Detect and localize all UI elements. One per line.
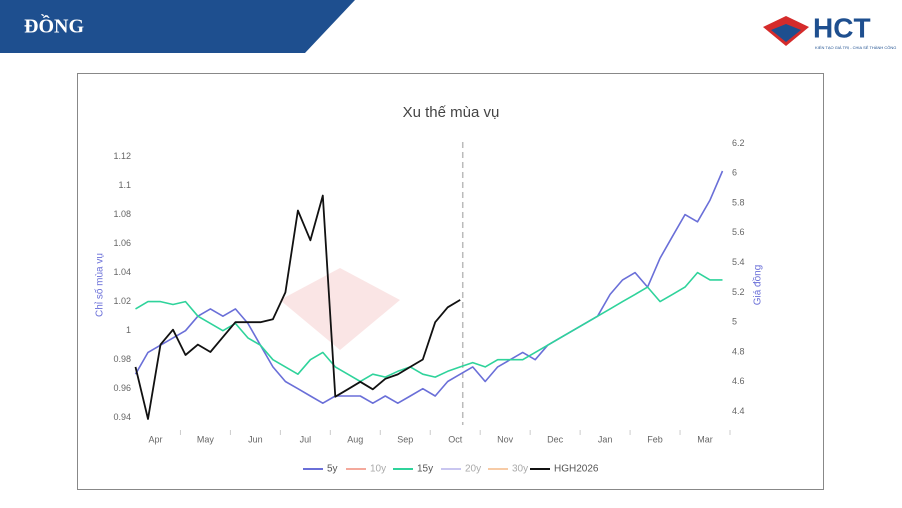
x-tick-label: Feb [647, 434, 663, 444]
y2-tick-label: 5.6 [732, 227, 745, 237]
y2-tick-label: 6.2 [732, 138, 745, 148]
x-tick-label: Aug [347, 434, 363, 444]
x-tick-label: Jan [598, 434, 613, 444]
series-line [134, 194, 461, 420]
y2-tick-label: 6 [732, 168, 737, 178]
x-tick-label: Jun [248, 434, 263, 444]
y-tick-label: 1.08 [113, 209, 131, 219]
x-tick-label: Apr [148, 434, 162, 444]
header-band [0, 0, 355, 53]
y-tick-label: 0.94 [113, 412, 131, 422]
x-tick-label: Nov [497, 434, 514, 444]
x-tick-label: Jul [300, 434, 312, 444]
y2-tick-label: 4.8 [732, 346, 745, 356]
x-tick-label: May [197, 434, 215, 444]
watermark [280, 268, 400, 350]
legend-label[interactable]: 10y [370, 464, 386, 475]
y2-tick-label: 5.8 [732, 197, 745, 207]
x-tick-label: Sep [397, 434, 413, 444]
y-tick-label: 0.96 [113, 383, 131, 393]
plot: 0.94 0.96 0.98 1 1.02 1.04 1.06 1.08 1.1 1.12 4.4 4… [113, 138, 744, 475]
x-tick-label: Mar [697, 434, 713, 444]
chart-title: Xu thế mùa vụ [403, 104, 500, 121]
chart-frame [77, 73, 824, 490]
y-axis-label: Chỉ số mùa vụ [94, 253, 106, 317]
y-tick-label: 0.98 [113, 354, 131, 364]
watermark-mark [280, 268, 400, 350]
y-tick-label: 1.1 [118, 180, 131, 190]
x-tick-label: Oct [448, 434, 463, 444]
legend-label[interactable]: 5y [327, 464, 338, 475]
y2-tick-label: 5 [732, 317, 737, 327]
x-tick-label: Dec [547, 434, 564, 444]
y-tick-label: 1.06 [113, 238, 131, 248]
logo: HCT KIẾN TẠO GIÁ TRỊ - CHIA SẺ THÀNH CÔN… [763, 12, 896, 50]
legend-label[interactable]: 20y [465, 464, 481, 475]
y2-tick-label: 5.4 [732, 257, 745, 267]
logo-mark [771, 24, 801, 42]
y-tick-label: 1.02 [113, 296, 131, 306]
y2-tick-label: 4.4 [732, 406, 745, 416]
y2-tick-label: 4.6 [732, 376, 745, 386]
legend-label[interactable]: 15y [417, 464, 433, 475]
logo-tagline: KIẾN TẠO GIÁ TRỊ - CHIA SẺ THÀNH CÔNG [815, 45, 896, 50]
legend-label[interactable]: HGH2026 [554, 464, 599, 475]
y2-tick-label: 5.2 [732, 287, 745, 297]
logo-text: HCT [813, 12, 871, 43]
legend-label[interactable]: 30y [512, 464, 528, 475]
y-tick-label: 1.12 [113, 151, 131, 161]
y2-axis-label: Giá đồng [752, 265, 764, 306]
y-tick-label: 1 [126, 325, 131, 335]
series-line [134, 170, 724, 404]
header-title: ĐỒNG [24, 14, 84, 38]
y-tick-label: 1.04 [113, 267, 131, 277]
